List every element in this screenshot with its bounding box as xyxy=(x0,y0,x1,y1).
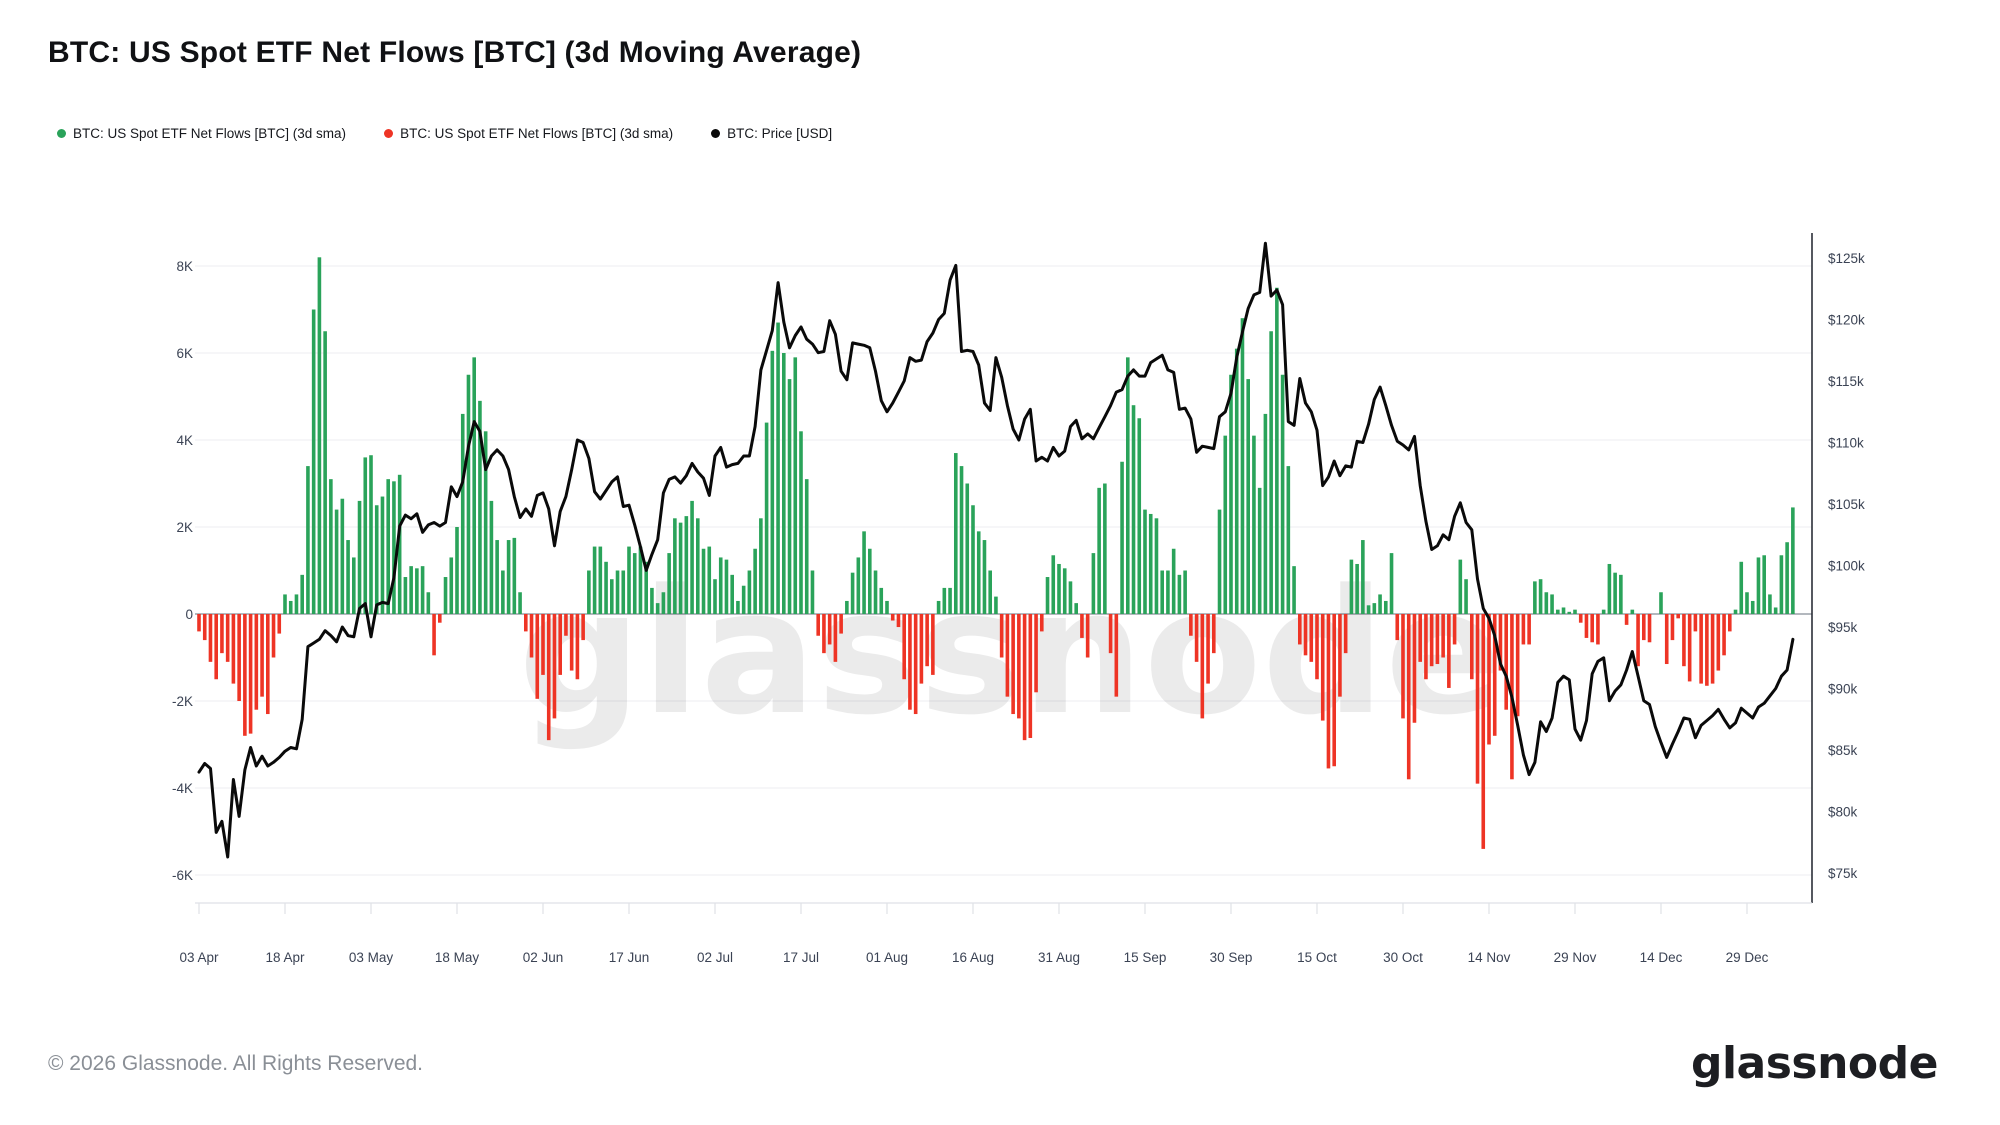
chart-legend: BTC: US Spot ETF Net Flows [BTC] (3d sma… xyxy=(57,126,832,141)
legend-dot-green-icon xyxy=(57,129,66,138)
svg-text:14 Dec: 14 Dec xyxy=(1640,950,1683,965)
svg-text:0: 0 xyxy=(185,607,193,622)
svg-text:15 Sep: 15 Sep xyxy=(1124,950,1167,965)
svg-text:03 Apr: 03 Apr xyxy=(179,950,219,965)
svg-text:$100k: $100k xyxy=(1828,559,1865,574)
x-axis-labels: 03 Apr 18 Apr 03 May 18 May 02 Jun 17 Jun 02 J… xyxy=(179,950,1768,965)
svg-text:8K: 8K xyxy=(176,259,193,274)
svg-text:2K: 2K xyxy=(176,520,193,535)
svg-text:-2K: -2K xyxy=(172,694,193,709)
legend-item-price[interactable]: BTC: Price [USD] xyxy=(711,126,832,141)
glassnode-logo[interactable]: glassnode xyxy=(1690,1038,1939,1089)
svg-text:01 Aug: 01 Aug xyxy=(866,950,908,965)
flow-bars xyxy=(197,257,1795,849)
svg-text:03 May: 03 May xyxy=(349,950,394,965)
legend-label: BTC: US Spot ETF Net Flows [BTC] (3d sma… xyxy=(73,126,347,141)
svg-text:29 Nov: 29 Nov xyxy=(1554,950,1597,965)
svg-text:15 Oct: 15 Oct xyxy=(1297,950,1337,965)
legend-dot-black-icon xyxy=(711,129,721,138)
svg-text:02 Jun: 02 Jun xyxy=(523,950,564,965)
svg-text:14 Nov: 14 Nov xyxy=(1468,950,1511,965)
svg-text:$75k: $75k xyxy=(1828,866,1858,881)
glassnode-watermark: glassnode xyxy=(518,552,1501,753)
svg-text:18 Apr: 18 Apr xyxy=(265,950,305,965)
svg-text:$95k: $95k xyxy=(1828,620,1858,635)
page-title: BTC: US Spot ETF Net Flows [BTC] (3d Mov… xyxy=(48,36,862,69)
svg-text:$85k: $85k xyxy=(1828,743,1858,758)
svg-text:16 Aug: 16 Aug xyxy=(952,950,994,965)
svg-text:-6K: -6K xyxy=(172,868,193,883)
svg-text:-4K: -4K xyxy=(172,781,193,796)
axes xyxy=(195,233,1813,914)
svg-text:17 Jul: 17 Jul xyxy=(783,950,819,965)
svg-text:17 Jun: 17 Jun xyxy=(609,950,650,965)
legend-dot-red-icon xyxy=(384,129,394,138)
svg-text:30 Sep: 30 Sep xyxy=(1210,950,1253,965)
svg-text:$120k: $120k xyxy=(1828,313,1865,328)
legend-label: BTC: US Spot ETF Net Flows [BTC] (3d sma… xyxy=(400,126,674,141)
svg-text:$110k: $110k xyxy=(1828,436,1864,451)
copyright-text: © 2026 Glassnode. All Rights Reserved. xyxy=(48,1052,424,1075)
svg-text:$80k: $80k xyxy=(1828,805,1858,820)
svg-text:29 Dec: 29 Dec xyxy=(1726,950,1769,965)
price-line xyxy=(197,241,1795,859)
legend-item-netflows-positive[interactable]: BTC: US Spot ETF Net Flows [BTC] (3d sma… xyxy=(57,126,346,141)
legend-label: BTC: Price [USD] xyxy=(727,126,833,141)
left-axis-labels: 8K 6K 4K 2K 0 -2K -4K -6K xyxy=(172,259,193,883)
svg-text:$125k: $125k xyxy=(1828,251,1865,266)
svg-text:4K: 4K xyxy=(176,433,193,448)
svg-text:$90k: $90k xyxy=(1828,682,1858,697)
right-axis-labels: $125k $120k $115k $110k $105k $100k $95k $90k $8… xyxy=(1828,251,1865,881)
legend-item-netflows-negative[interactable]: BTC: US Spot ETF Net Flows [BTC] (3d sma… xyxy=(384,126,673,141)
svg-text:31 Aug: 31 Aug xyxy=(1038,950,1080,965)
svg-text:$105k: $105k xyxy=(1828,497,1865,512)
svg-text:18 May: 18 May xyxy=(435,950,480,965)
svg-text:30 Oct: 30 Oct xyxy=(1383,950,1423,965)
svg-text:$115k: $115k xyxy=(1828,374,1864,389)
svg-text:6K: 6K xyxy=(176,346,193,361)
svg-text:02 Jul: 02 Jul xyxy=(697,950,733,965)
